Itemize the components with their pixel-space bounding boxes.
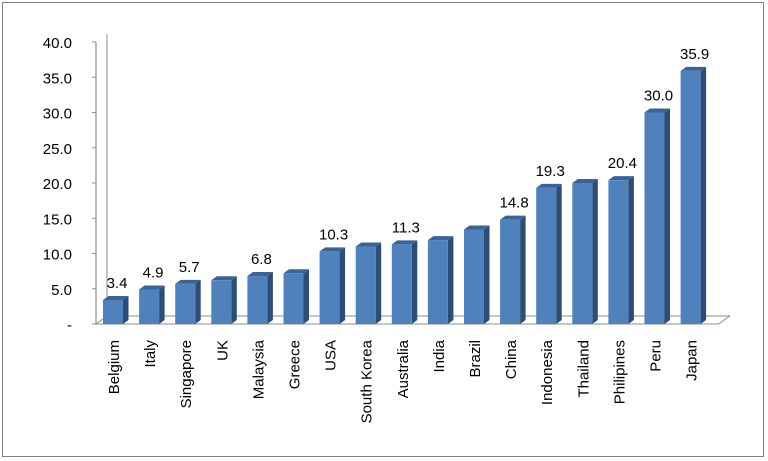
data-label: 6.8 <box>251 251 272 268</box>
chart-frame <box>2 2 764 457</box>
x-tick-label: South Korea <box>359 339 376 423</box>
y-tick-label: 10.0 <box>43 247 72 264</box>
x-tick-label: Indonesia <box>539 339 556 405</box>
bar-top <box>391 240 418 245</box>
y-tick-label: 40.0 <box>43 35 72 52</box>
bar-side <box>231 276 237 324</box>
bar <box>644 112 665 324</box>
bar-top <box>464 225 490 230</box>
bar-top <box>283 269 309 274</box>
bar-side <box>375 242 382 324</box>
data-label: 30.0 <box>644 88 673 105</box>
bar-side <box>700 66 707 324</box>
y-tick-label: 5.0 <box>51 282 72 299</box>
bar-top <box>680 66 707 71</box>
bar-top <box>139 285 165 290</box>
data-label: 3.4 <box>107 275 128 292</box>
bar-top <box>500 215 526 220</box>
bar <box>175 283 196 324</box>
x-tick-label: USA <box>323 340 340 371</box>
x-tick-label: UK <box>214 340 231 361</box>
y-tick-label: 15.0 <box>43 211 72 228</box>
data-label: 35.9 <box>680 46 709 63</box>
data-label: 5.7 <box>179 259 200 276</box>
y-tick-label: 25.0 <box>43 141 72 158</box>
data-label: 10.3 <box>319 226 348 243</box>
bar <box>427 240 448 324</box>
y-tick-label: - <box>67 317 72 334</box>
bar-top <box>175 279 201 284</box>
bar-side <box>303 269 309 324</box>
x-tick-label: Belgium <box>106 340 123 394</box>
bar <box>608 180 629 324</box>
bar-top <box>355 242 382 247</box>
bar <box>536 187 557 324</box>
bar-side <box>628 176 634 324</box>
y-tick-label: 30.0 <box>43 106 72 123</box>
bar-side <box>195 279 201 324</box>
bar <box>572 183 593 324</box>
x-tick-label: Singapore <box>178 340 195 408</box>
bar <box>283 273 304 324</box>
bar-top <box>319 247 346 252</box>
data-label: 11.3 <box>392 219 420 236</box>
x-tick-label: Brazil <box>467 340 484 378</box>
y-tick-label: 20.0 <box>43 176 72 193</box>
bar-side <box>592 179 598 324</box>
x-tick-label: Malaysia <box>250 339 267 399</box>
bar <box>247 276 268 324</box>
bar-side <box>159 285 165 324</box>
x-tick-label: Thailand <box>575 340 592 398</box>
data-label: 19.3 <box>536 163 565 180</box>
bar-top <box>427 236 454 241</box>
data-label: 4.9 <box>143 264 164 281</box>
bar <box>211 280 232 324</box>
bar-side <box>123 296 129 324</box>
bar <box>391 244 412 324</box>
bar <box>464 229 484 324</box>
bar-side <box>339 247 346 324</box>
x-tick-label: Italy <box>142 340 159 368</box>
data-label: 20.4 <box>608 155 637 172</box>
bar-top <box>644 108 670 113</box>
bar <box>680 70 701 324</box>
bar <box>500 219 521 324</box>
bar-side <box>520 215 526 324</box>
x-tick-label: Australia <box>395 339 412 398</box>
bar-top <box>103 296 129 301</box>
data-label: 14.8 <box>499 195 528 212</box>
x-tick-label: India <box>431 339 448 372</box>
bar-top <box>608 176 634 181</box>
bar-side <box>556 183 562 324</box>
y-tick-label: 35.0 <box>43 70 72 87</box>
bar-side <box>411 240 418 324</box>
bar-top <box>211 276 237 281</box>
bar-side <box>484 225 490 324</box>
x-tick-label: China <box>503 339 520 379</box>
bar-top <box>572 179 598 183</box>
bar-top <box>536 183 562 188</box>
x-tick-label: Peru <box>648 340 665 372</box>
x-tick-label: Greece <box>287 340 304 389</box>
bar-side <box>664 108 670 324</box>
bar <box>139 289 160 324</box>
bar-side <box>447 236 454 324</box>
bar <box>319 251 340 324</box>
x-tick-label: Japan <box>684 340 701 381</box>
x-tick-label: Philipines <box>611 340 628 404</box>
bar <box>355 246 376 324</box>
bar <box>103 300 123 324</box>
bar-top <box>247 272 273 277</box>
bar-side <box>267 272 273 324</box>
